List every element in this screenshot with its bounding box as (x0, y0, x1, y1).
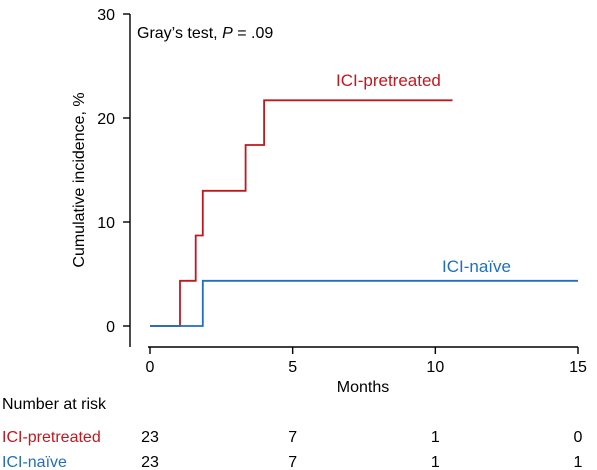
x-tick-label: 0 (146, 359, 155, 376)
series-lines (150, 99, 578, 327)
x-tick-label: 15 (569, 359, 587, 376)
y-axis-ticks: 0 10 20 30 (97, 7, 130, 336)
x-axis-label: Months (337, 379, 389, 396)
series-label-ici-pretreated: ICI-pretreated (336, 71, 441, 90)
series-line-1 (150, 279, 578, 327)
y-tick-label: 20 (97, 111, 115, 128)
annotation-stat: P (222, 25, 233, 42)
risk-count: 1 (574, 454, 583, 470)
x-axis-ticks: 0 5 10 15 (146, 347, 587, 376)
y-tick-label: 0 (106, 319, 115, 336)
annotation-value: = .09 (237, 25, 273, 42)
grays-test-annotation: Gray’s test, P = .09 (137, 25, 273, 42)
risk-count: 1 (431, 429, 440, 446)
y-tick-label: 10 (97, 215, 115, 232)
risk-row-label: ICI-pretreated (2, 429, 101, 446)
x-tick-label: 5 (288, 359, 297, 376)
series-line-0 (150, 99, 453, 327)
risk-count: 7 (288, 429, 297, 446)
risk-count: 23 (141, 429, 159, 446)
series-label-ici-naive: ICI-naïve (442, 257, 511, 276)
risk-count: 7 (288, 454, 297, 470)
risk-count: 23 (141, 454, 159, 470)
risk-count: 1 (431, 454, 440, 470)
risk-table-title: Number at risk (2, 396, 107, 413)
y-tick-label: 30 (97, 7, 115, 24)
risk-count: 0 (574, 429, 583, 446)
risk-row-label: ICI-naïve (2, 454, 67, 470)
x-tick-label: 10 (426, 359, 444, 376)
annotation-prefix: Gray’s test, (137, 25, 218, 42)
y-axis-label: Cumulative incidence, % (71, 92, 88, 267)
risk-table: ICI-pretreated 23 7 1 0 ICI-naïve 23 7 1 1 (2, 429, 583, 470)
